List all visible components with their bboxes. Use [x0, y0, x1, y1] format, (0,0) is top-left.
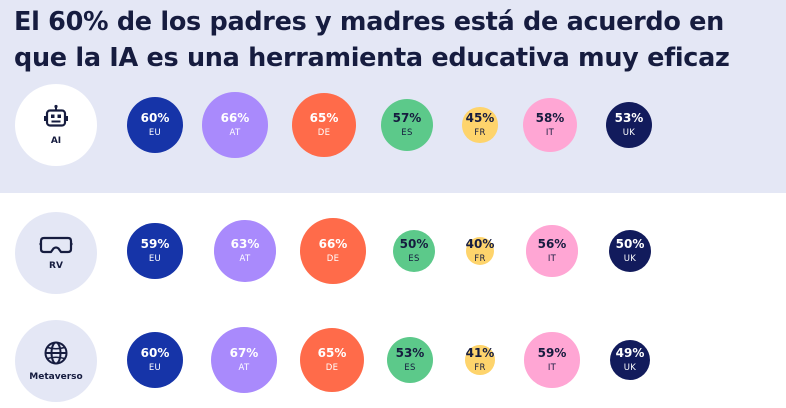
country-label: EU	[148, 363, 162, 374]
value-label: 67%	[229, 346, 259, 361]
bubble-rv-it: 56% IT	[526, 225, 578, 277]
bubble-metaverso-uk: 49% UK	[609, 339, 651, 381]
value-label: 53%	[395, 346, 425, 361]
value-label: 59%	[140, 237, 170, 252]
value-label: 56%	[537, 237, 567, 252]
bubble-ai-uk: 53% UK	[605, 101, 653, 149]
value-label: 65%	[309, 111, 339, 126]
value-label: 50%	[399, 237, 429, 252]
bubble-ai-at: 66% AT	[202, 92, 268, 158]
top-band	[0, 0, 786, 193]
country-label: AT	[229, 128, 241, 139]
bubble-ai-it: 58% IT	[523, 98, 577, 152]
country-label: EU	[148, 254, 162, 265]
bubble-metaverso-fr: 41% FR	[465, 345, 495, 375]
globe-icon	[43, 340, 69, 366]
bubble-rv-uk: 50% UK	[608, 229, 652, 273]
value-label: 59%	[537, 346, 567, 361]
value-label: 45%	[465, 111, 495, 126]
tech-label-text: RV	[49, 261, 63, 271]
bubble-metaverso-at: 67% AT	[210, 326, 278, 394]
value-label: 58%	[535, 111, 565, 126]
country-label: FR	[474, 254, 486, 265]
country-label: IT	[547, 254, 557, 265]
bubble-rv-es: 50% ES	[392, 229, 436, 273]
value-label: 50%	[615, 237, 645, 252]
bubble-rv-fr: 40% FR	[466, 237, 494, 265]
value-label: 41%	[465, 346, 495, 361]
tech-label-rv: RV	[15, 212, 97, 294]
bubble-metaverso-es: 53% ES	[386, 336, 434, 384]
country-label: DE	[326, 254, 340, 265]
value-label: 63%	[230, 237, 260, 252]
tech-label-metaverso: Metaverso	[15, 320, 97, 402]
country-label: ES	[401, 128, 413, 139]
value-label: 60%	[140, 346, 170, 361]
value-label: 57%	[392, 111, 422, 126]
country-label: UK	[623, 254, 637, 265]
bubble-rv-at: 63% AT	[214, 220, 276, 282]
bubble-rv-eu: 59% EU	[127, 223, 183, 279]
country-label: AT	[238, 363, 250, 374]
robot-icon	[43, 104, 69, 130]
bubble-metaverso-eu: 60% EU	[126, 331, 184, 389]
value-label: 65%	[317, 346, 347, 361]
value-label: 66%	[220, 111, 250, 126]
country-label: DE	[325, 363, 339, 374]
chart-title: El 60% de los padres y madres está de ac…	[14, 7, 730, 73]
country-label: EU	[148, 128, 162, 139]
bubble-ai-de: 65% DE	[292, 93, 356, 157]
country-label: UK	[623, 363, 637, 374]
country-label: IT	[545, 128, 555, 139]
country-label: IT	[547, 363, 557, 374]
value-label: 60%	[140, 111, 170, 126]
bubble-metaverso-it: 59% IT	[524, 332, 580, 388]
value-label: 66%	[318, 237, 348, 252]
bubble-ai-eu: 60% EU	[126, 96, 184, 154]
bubble-rv-de: 66% DE	[300, 218, 366, 284]
country-label: UK	[622, 128, 636, 139]
bubble-ai-fr: 45% FR	[462, 107, 498, 143]
country-label: ES	[408, 254, 420, 265]
country-label: AT	[239, 254, 251, 265]
tech-label-text: Metaverso	[29, 372, 83, 382]
bubble-metaverso-de: 65% DE	[300, 328, 364, 392]
tech-label-ai: AI	[15, 84, 97, 166]
country-label: FR	[474, 128, 486, 139]
tech-label-text: AI	[50, 136, 62, 146]
country-label: FR	[474, 363, 486, 374]
value-label: 40%	[465, 237, 495, 252]
country-label: DE	[317, 128, 331, 139]
bubble-ai-es: 57% ES	[380, 98, 434, 152]
value-label: 53%	[614, 111, 644, 126]
vr-headset-icon	[39, 235, 73, 255]
value-label: 49%	[615, 346, 645, 361]
country-label: ES	[404, 363, 416, 374]
